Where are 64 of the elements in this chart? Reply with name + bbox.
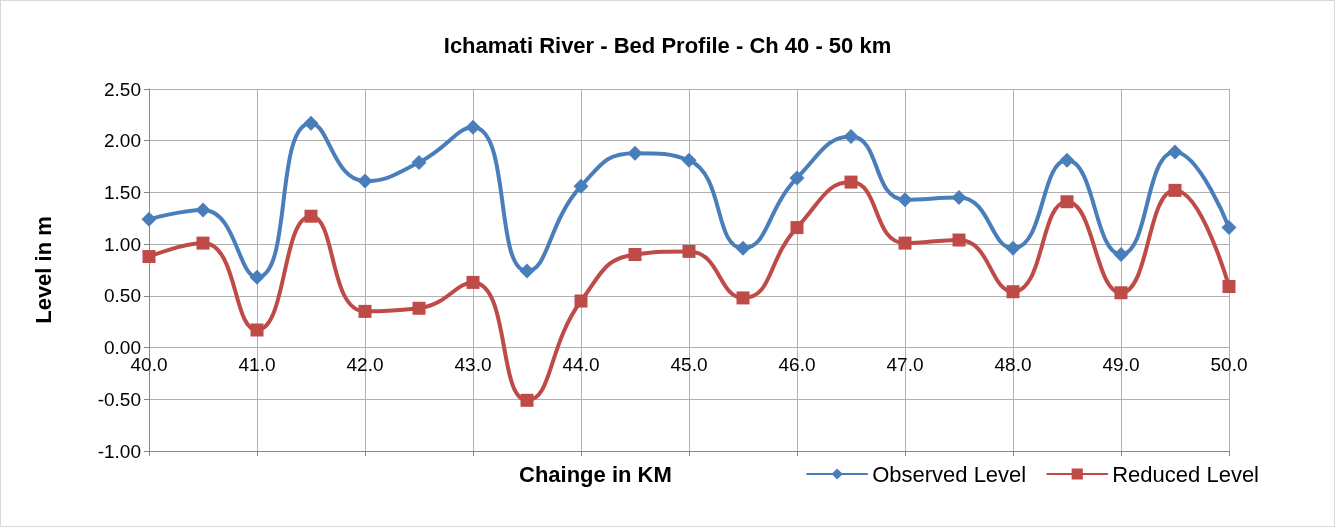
point: [142, 250, 156, 264]
point: [1167, 144, 1183, 160]
point: [465, 119, 481, 135]
y-tick-label: -0.50: [97, 388, 141, 410]
legend-label: Observed Level: [872, 461, 1027, 487]
point: [358, 304, 372, 318]
point: [1114, 286, 1128, 300]
x-tick-label: 45.0: [670, 354, 708, 375]
point: [627, 145, 643, 161]
point: [681, 152, 697, 168]
point: [682, 244, 696, 258]
x-tick-label: 50.0: [1210, 354, 1248, 375]
point: [357, 173, 373, 189]
point: [411, 154, 427, 170]
point: [736, 291, 750, 305]
point: [141, 211, 157, 227]
point: [1221, 220, 1237, 236]
point: [1059, 152, 1075, 168]
point: [789, 170, 805, 186]
point: [519, 263, 535, 279]
point: [844, 175, 858, 189]
point: [1006, 285, 1020, 299]
x-axis-title: Chainge in KM: [519, 461, 672, 487]
point: [843, 129, 859, 145]
point: [1005, 240, 1021, 256]
point: [951, 190, 967, 206]
y-tick-label: 1.50: [104, 181, 141, 203]
chart-title: Ichamati River - Bed Profile - Ch 40 - 50 km: [443, 32, 892, 58]
point: [1060, 195, 1074, 209]
point: [1168, 183, 1182, 197]
x-tick-label: 47.0: [886, 354, 924, 375]
y-tick-label: 1.00: [104, 233, 141, 255]
point: [520, 393, 534, 407]
x-tick-label: 44.0: [562, 354, 600, 375]
point: [1222, 280, 1236, 294]
y-tick-label: -1.00: [97, 440, 141, 462]
y-tick-label: 2.50: [104, 78, 141, 100]
point: [790, 221, 804, 235]
point: [249, 269, 265, 285]
point: [574, 294, 588, 308]
point: [250, 323, 264, 337]
x-tick-label: 42.0: [346, 354, 384, 375]
y-tick-label: 2.00: [104, 130, 141, 152]
point: [466, 275, 480, 289]
point: [897, 192, 913, 208]
legend-label: Reduced Level: [1112, 461, 1260, 487]
y-axis-title: Level in m: [30, 216, 56, 324]
point: [196, 236, 210, 250]
point: [573, 178, 589, 194]
x-tick-label: 48.0: [994, 354, 1032, 375]
point: [303, 115, 319, 131]
y-tick-label: 0.50: [104, 285, 141, 307]
point: [735, 240, 751, 256]
x-tick-label: 49.0: [1102, 354, 1140, 375]
point: [304, 209, 318, 223]
point: [952, 233, 966, 247]
point: [195, 202, 211, 218]
point: [412, 301, 426, 315]
x-tick-label: 41.0: [238, 354, 276, 375]
x-tick-label: 46.0: [778, 354, 816, 375]
point: [1113, 246, 1129, 262]
x-tick-label: 43.0: [454, 354, 492, 375]
point: [898, 236, 912, 250]
point: [628, 247, 642, 261]
